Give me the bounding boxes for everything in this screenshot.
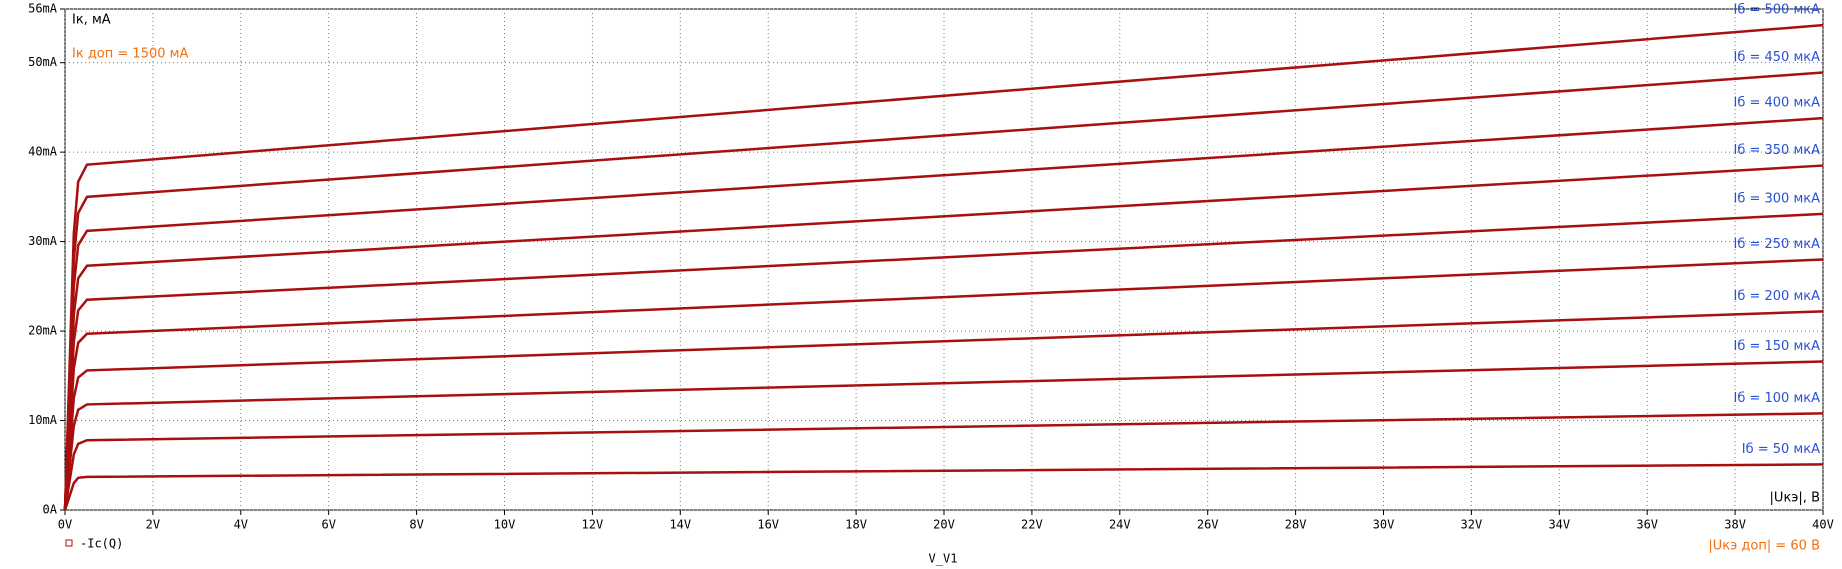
y-tick-label: 56mA (28, 2, 58, 16)
x-tick-label: 0V (58, 518, 72, 532)
series-label: Iб = 450 мкА (1733, 50, 1820, 65)
series-label: Iб = 50 мкА (1742, 442, 1820, 457)
series-line (63, 116, 1824, 511)
series-label: Iб = 300 мкА (1733, 191, 1820, 206)
series-label: Iб = 200 мкА (1733, 289, 1820, 304)
y-axis-label: Iк, мА (72, 13, 111, 28)
x-tick-label: 26V (1197, 518, 1219, 532)
y-tick-label: 0A (43, 503, 58, 517)
y-tick-label: 50mA (28, 55, 58, 69)
y-tick-label: 40mA (28, 145, 58, 159)
series-label: Iб = 150 мкА (1733, 339, 1820, 354)
x-tick-label: 22V (1021, 518, 1043, 532)
x-tick-label: 12V (582, 518, 604, 532)
x-tick-label: 2V (146, 518, 160, 532)
series-line (63, 23, 1824, 511)
x-tick-label: 34V (1548, 518, 1570, 532)
plot-frame (64, 8, 1824, 511)
series-label: Iб = 350 мкА (1733, 143, 1820, 158)
x-variable: V_V1 (929, 552, 958, 566)
x-tick-label: 18V (845, 518, 867, 532)
series-label: Iб = 400 мкА (1733, 96, 1820, 111)
annotation: Iк доп = 1500 мА (72, 47, 188, 62)
x-tick-label: 16V (757, 518, 779, 532)
x-tick-label: 32V (1461, 518, 1483, 532)
x-tick-label: 24V (1109, 518, 1131, 532)
y-tick-label: 20mA (28, 324, 58, 338)
x-tick-label: 14V (669, 518, 691, 532)
x-tick-label: 30V (1373, 518, 1395, 532)
annotation: |Uкэ доп| = 60 В (1708, 539, 1820, 554)
y-tick-label: 30mA (28, 234, 58, 248)
x-axis-label: |Uкэ|, В (1770, 491, 1820, 506)
y-tick-label: 10mA (28, 413, 58, 427)
x-tick-label: 6V (321, 518, 335, 532)
legend-marker (65, 539, 73, 547)
x-tick-label: 4V (234, 518, 248, 532)
series-label: Iб = 100 мкА (1733, 391, 1820, 406)
x-tick-label: 10V (494, 518, 516, 532)
x-tick-label: 28V (1285, 518, 1307, 532)
x-tick-label: 38V (1724, 518, 1746, 532)
x-tick-label: 40V (1812, 518, 1834, 532)
series-line (63, 71, 1824, 511)
x-tick-label: 36V (1636, 518, 1658, 532)
x-tick-label: 8V (409, 518, 423, 532)
x-tick-label: 20V (933, 518, 955, 532)
series-label: Iб = 250 мкА (1733, 237, 1820, 252)
series-label: Iб = 500 мкА (1733, 3, 1820, 18)
series-line (63, 463, 1824, 511)
legend-label: -Ic(Q) (80, 537, 123, 551)
